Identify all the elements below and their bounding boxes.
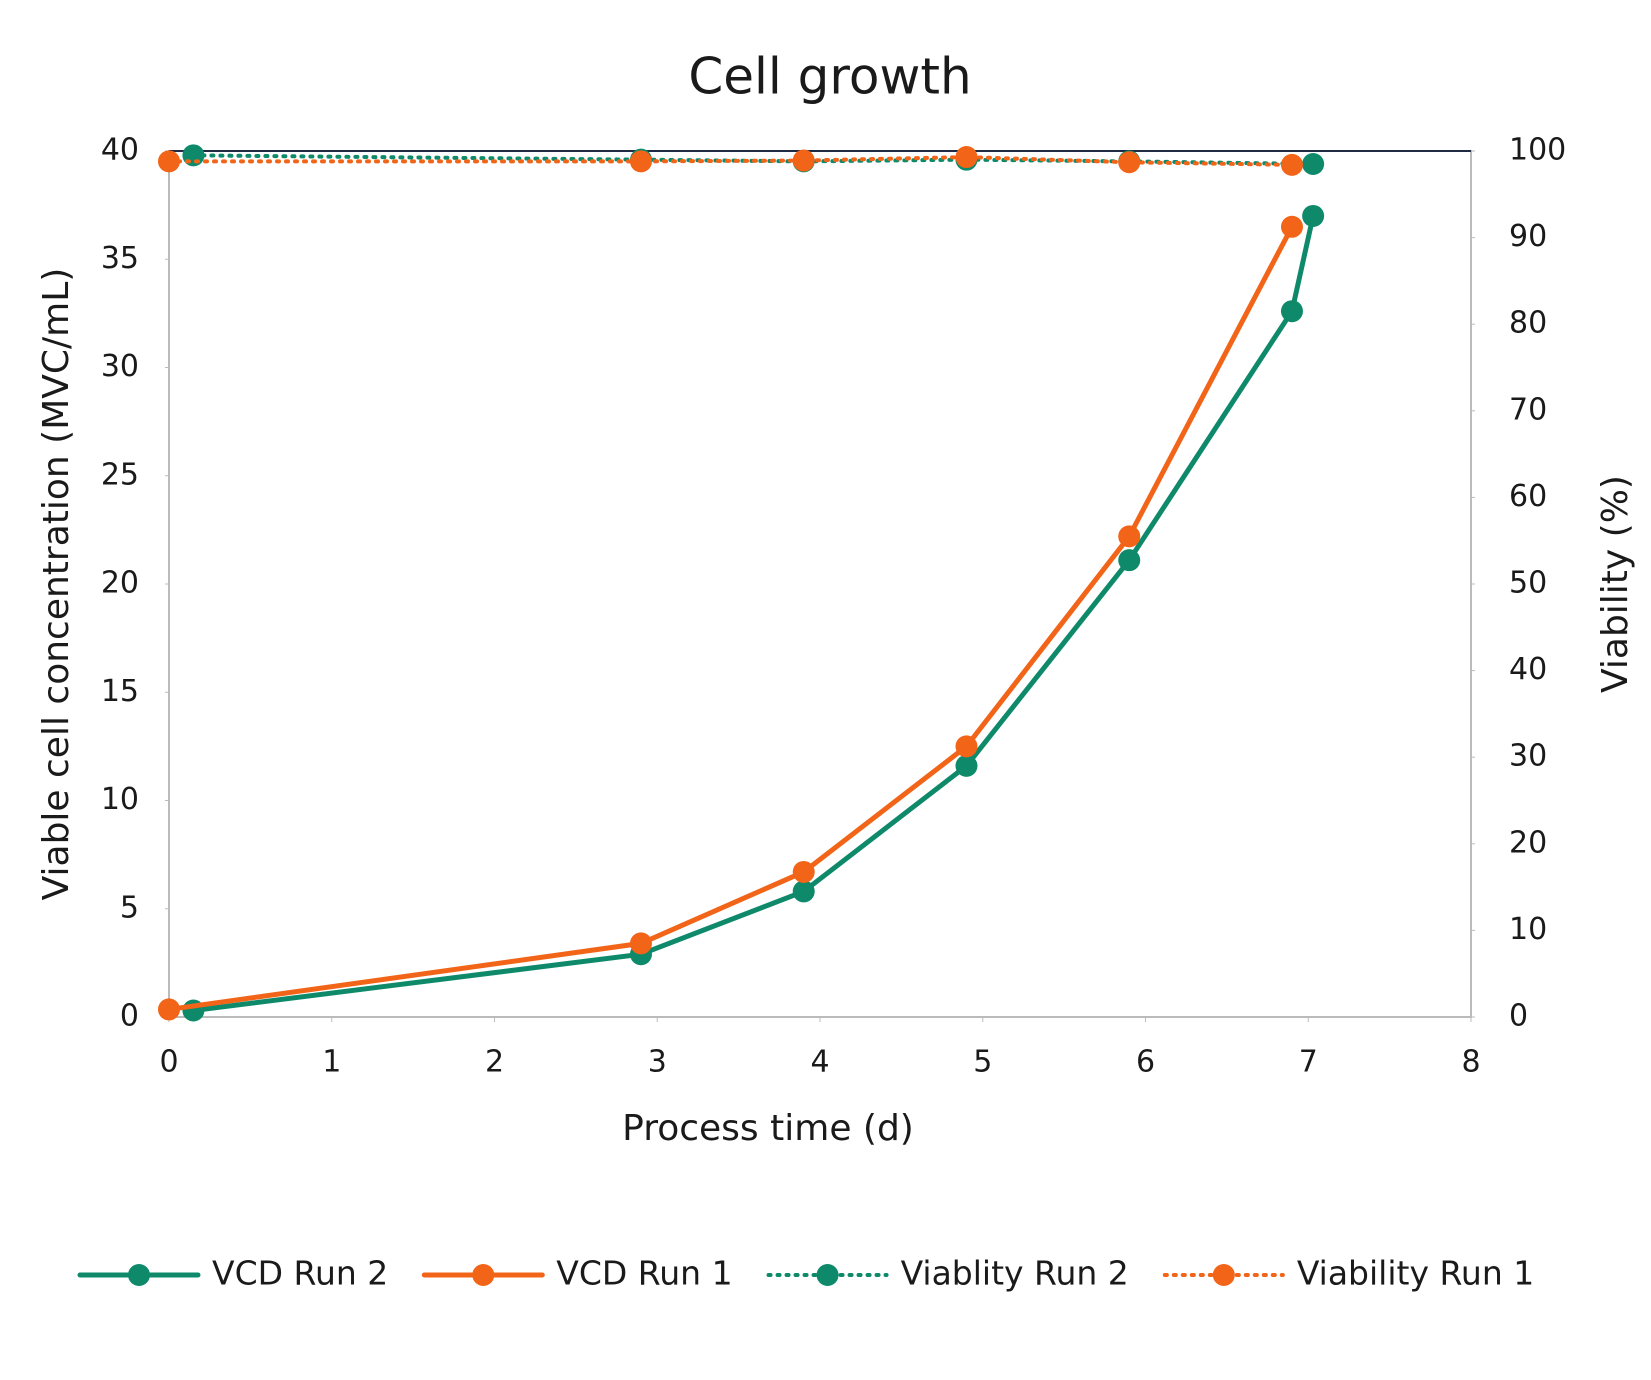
y-tick-label: 30: [101, 349, 139, 384]
data-point: [158, 150, 180, 173]
plot-frame: [168, 150, 1472, 1018]
y2-tick-label: 60: [1509, 479, 1547, 514]
y2-tick-label: 20: [1509, 825, 1547, 860]
y-tick-label: 40: [101, 133, 139, 168]
y-tick-label: 15: [101, 674, 139, 709]
x-tick-label: 8: [1461, 1045, 1480, 1080]
x-tick-label: 1: [322, 1045, 341, 1080]
legend-marker: [472, 1264, 495, 1286]
data-point: [1280, 153, 1303, 176]
legend-label: Viability Run 1: [1297, 1254, 1534, 1293]
y-axis-label: Viable cell concentration (MVC/mL): [36, 268, 77, 901]
y2-tick-label: 0: [1509, 999, 1528, 1034]
y2-tick-label: 80: [1509, 306, 1547, 341]
legend-label: VCD Run 2: [212, 1254, 388, 1293]
y2-tick-label: 100: [1509, 133, 1566, 168]
data-point: [1118, 549, 1141, 572]
data-point: [1280, 215, 1303, 238]
data-point: [1280, 300, 1303, 323]
y2-tick-label: 10: [1509, 912, 1547, 947]
legend-marker: [816, 1264, 839, 1286]
data-point: [955, 146, 978, 169]
y-tick-label: 0: [120, 999, 139, 1034]
x-tick-label: 5: [973, 1045, 992, 1080]
data-point: [629, 150, 652, 173]
series-line: [166, 224, 1295, 1012]
data-point: [792, 880, 815, 903]
data-point: [955, 735, 978, 758]
legend-marker: [1212, 1264, 1235, 1286]
series-line: [190, 213, 1316, 1014]
y-tick-label: 10: [101, 782, 139, 817]
x-tick-label: 2: [485, 1045, 504, 1080]
legend-label: VCD Run 1: [556, 1254, 732, 1293]
data-point: [158, 998, 180, 1021]
legend-marker: [128, 1264, 150, 1286]
x-tick-label: 3: [648, 1045, 667, 1080]
y2-axis-label: Viability (%): [1595, 475, 1636, 693]
chart-title: Cell growth: [688, 48, 971, 106]
data-point: [1118, 151, 1141, 174]
y-tick-label: 35: [101, 241, 139, 276]
x-tick-label: 6: [1136, 1045, 1155, 1080]
legend-label: Viablity Run 2: [901, 1254, 1129, 1293]
y-tick-label: 20: [101, 566, 139, 601]
data-point: [1302, 204, 1325, 227]
y2-tick-label: 70: [1509, 392, 1547, 427]
data-point: [792, 149, 815, 172]
x-tick-label: 4: [810, 1045, 829, 1080]
y2-tick-label: 90: [1509, 219, 1547, 254]
y2-tick-label: 50: [1509, 566, 1547, 601]
data-point: [955, 754, 978, 777]
x-tick-label: 7: [1299, 1045, 1318, 1080]
x-axis-label: Process time (d): [622, 1108, 914, 1149]
data-point: [1118, 525, 1141, 548]
data-point: [182, 144, 205, 167]
x-tick-label: 0: [159, 1045, 178, 1080]
data-point: [629, 932, 652, 955]
y2-tick-label: 40: [1509, 652, 1547, 687]
y2-tick-label: 30: [1509, 739, 1547, 774]
y-tick-label: 5: [120, 890, 139, 925]
y-tick-label: 25: [101, 457, 139, 492]
data-point: [1302, 152, 1325, 175]
data-point: [792, 860, 815, 883]
